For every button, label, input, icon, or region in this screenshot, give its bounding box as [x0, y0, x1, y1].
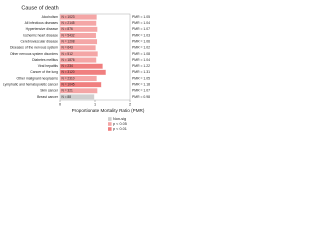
value-label: PMR = 1.05 [132, 76, 150, 80]
chart: Cause of death Proportionate Mortality R… [3, 5, 150, 131]
x-axis-label: Proportionate Mortality Ratio (PMR) [72, 108, 145, 113]
n-label: N = 876 [62, 27, 73, 31]
bar [59, 26, 98, 33]
legend-label: Non-sig [113, 117, 126, 121]
bar [59, 45, 96, 51]
x-tick-label: 1 [94, 103, 96, 107]
n-label: N = 1876 [62, 58, 75, 62]
x-tick-label: 0 [59, 103, 61, 107]
value-label: PMR = 1.07 [132, 27, 150, 31]
value-label: PMR = 1.22 [132, 64, 150, 68]
n-label: N = 1045 [62, 82, 75, 86]
n-label: N = 1208 [62, 39, 75, 43]
bar [59, 63, 103, 69]
bar [59, 69, 106, 76]
category-label: All infectious diseases [25, 21, 59, 25]
value-label: PMR = 1.08 [132, 52, 150, 56]
bar [59, 75, 97, 82]
category-label: Diseases of the nervous system [10, 46, 58, 50]
legend-swatch [108, 122, 112, 126]
bar [59, 38, 98, 45]
value-label: PMR = 1.03 [132, 33, 150, 37]
x-tick-label: 2 [129, 103, 131, 107]
bar [59, 94, 95, 100]
n-label: N = 234 [62, 64, 73, 68]
value-label: PMR = 1.05 [132, 15, 150, 19]
bar [59, 57, 97, 63]
bar [59, 81, 102, 88]
chart-title: Cause of death [21, 5, 58, 11]
legend-label: p < 0.01 [113, 127, 127, 131]
category-label: Other malignant neoplasms [17, 76, 59, 80]
category-label: Ischemic heart disease [23, 33, 58, 37]
category-label: Other nervous system disorders [10, 52, 58, 56]
bar [59, 20, 97, 26]
bar [59, 14, 97, 20]
legend-label: p < 0.05 [113, 122, 127, 126]
n-label: N = 3120 [62, 70, 75, 74]
value-label: PMR = 1.31 [132, 70, 150, 74]
bar [59, 88, 98, 94]
value-label: PMR = 1.04 [132, 58, 150, 62]
legend-swatch [108, 127, 112, 131]
n-label: N = 2145 [62, 21, 75, 25]
n-label: N = 321 [62, 89, 73, 93]
category-label: Breast cancer [37, 95, 59, 99]
value-label: PMR = 0.98 [132, 95, 150, 99]
category-label: Diabetes mellitus [32, 58, 58, 62]
category-label: Lymphatic and hematopoietic cancer [3, 83, 59, 87]
value-label: PMR = 1.06 [132, 40, 150, 44]
category-label: Cancer of the lung [30, 70, 58, 74]
category-label: Viral hepatitis [38, 64, 59, 68]
category-label: Alcoholism [42, 15, 59, 19]
legend-swatch [108, 117, 112, 121]
category-label: Skin cancer [40, 89, 59, 93]
value-label: PMR = 1.07 [132, 89, 150, 93]
bar [59, 32, 97, 39]
value-label: PMR = 1.18 [132, 83, 150, 87]
category-label: Cerebrovascular disease [20, 40, 58, 44]
n-label: N = 88 [62, 95, 72, 99]
category-label: Hypertensive disease [26, 27, 59, 31]
bar [59, 51, 98, 57]
n-label: N = 512 [62, 52, 73, 56]
n-label: N = 2310 [62, 76, 75, 80]
value-label: PMR = 1.04 [132, 21, 150, 25]
n-label: N = 1023 [62, 15, 75, 19]
n-label: N = 643 [62, 46, 73, 50]
value-label: PMR = 1.02 [132, 46, 150, 50]
n-label: N = 5432 [62, 33, 75, 37]
